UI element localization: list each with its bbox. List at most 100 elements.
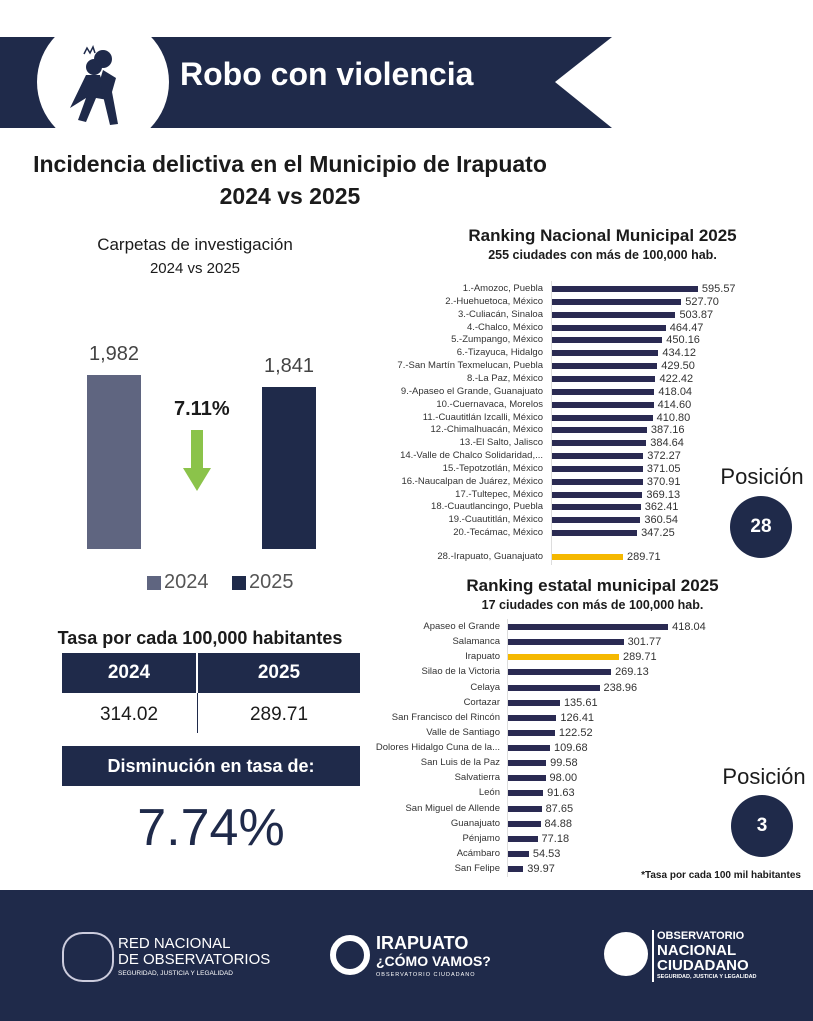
decrease-label: Disminución en tasa de:	[62, 746, 360, 786]
bar-value-label: 362.41	[644, 501, 679, 514]
bar-value-label: 347.25	[641, 527, 675, 540]
bar	[552, 286, 698, 292]
bar-2025	[262, 386, 316, 549]
bar-category-label: 14.-Valle de Chalco Solidaridad,...	[400, 450, 543, 462]
bar	[552, 465, 643, 472]
decrease-value: 7.74%	[137, 799, 285, 857]
axis-line	[507, 619, 508, 878]
bar-value-label: 1,841	[263, 354, 315, 377]
bar-category-label: 8.-La Paz, México	[466, 372, 543, 384]
bar-value-label: 289.71	[622, 651, 657, 664]
rate-title: Tasa por cada 100,000 habitantes	[57, 628, 343, 648]
bar	[552, 517, 641, 524]
logo-line: IRAPUATO	[376, 933, 469, 953]
bar	[552, 453, 644, 460]
bar	[508, 850, 529, 857]
bar-category-label: 9.-Apaseo el Grande, Guanajuato	[400, 385, 543, 397]
bar-value-label: 109.68	[554, 742, 588, 755]
rate-value-2024: 314.02	[99, 704, 159, 725]
bar-category-label: 4.-Chalco, México	[466, 321, 543, 333]
change-label: 7.11%	[174, 398, 230, 420]
bar-value-label: 503.87	[679, 308, 714, 321]
bar-value-label: 418.04	[672, 621, 706, 633]
national-title: Ranking Nacional Municipal 2025	[468, 226, 737, 245]
bar	[552, 375, 656, 382]
bar-value-label: 126.41	[560, 711, 595, 724]
bar-value-label: 301.77	[627, 636, 662, 649]
bar	[508, 820, 541, 827]
bar	[552, 491, 643, 498]
bar-category-label: 1.-Amozoc, Puebla	[462, 283, 543, 294]
bar	[508, 760, 547, 767]
bar-value-label: 422.42	[659, 372, 694, 385]
logo-line: CIUDADANO	[657, 957, 749, 974]
bar-category-label: Dolores Hidalgo Cuna de la...	[375, 742, 500, 754]
bar-category-label: 5.-Zumpango, México	[451, 334, 543, 346]
footer: RED NACIONAL DE OBSERVATORIOS SEGURIDAD,…	[0, 890, 813, 1021]
main-subtitle: 2024 vs 2025	[219, 183, 361, 209]
bar	[552, 363, 658, 370]
bar	[508, 805, 542, 812]
carpetas-title: Carpetas de investigación	[97, 235, 293, 254]
bar-category-label: 2.-Huehuetoca, México	[445, 295, 543, 307]
bar-value-label: 464.47	[669, 321, 704, 334]
bar-value-label: 91.63	[547, 787, 575, 800]
bar-value-label: 98.00	[549, 772, 578, 785]
bar-value-label: 54.53	[532, 847, 561, 860]
rate-header-2025: 2025	[198, 653, 360, 693]
logo-irapuato: IRAPUATO ¿CÓMO VAMOS? OBSERVATORIO CIUDA…	[376, 934, 491, 980]
logo-line: NACIONAL	[657, 942, 737, 959]
bar-category-label: Cortazar	[463, 696, 500, 708]
logo-line: RED NACIONAL	[118, 935, 231, 952]
irapuato-logo-icon	[330, 935, 370, 975]
bar-2024	[87, 374, 141, 549]
state-position-label: Posición	[722, 764, 806, 789]
main-title: Incidencia delictiva en el Municipio de …	[33, 151, 547, 177]
arrow-down-icon	[183, 430, 211, 491]
bar-category-label: 6.-Tizayuca, Hidalgo	[456, 347, 543, 359]
axis-line	[551, 281, 552, 565]
bar-value-label: 434.12	[662, 347, 697, 360]
bar-value-label: 77.18	[541, 832, 570, 845]
bar	[508, 669, 612, 676]
bar	[508, 624, 669, 630]
bar-category-label: Pénjamo	[462, 832, 501, 844]
bar-value-label: 414.60	[657, 398, 692, 411]
bar	[552, 388, 655, 395]
bar-value-label: 387.16	[650, 424, 685, 437]
bar	[508, 654, 619, 661]
bar-category-label: Acámbaro	[456, 847, 500, 859]
logo-tagline: OBSERVATORIO CIUDADANO	[376, 972, 476, 978]
bar	[508, 775, 546, 782]
header-title: Robo con violencia	[180, 56, 474, 92]
bar	[508, 835, 538, 842]
bar-category-label: San Felipe	[454, 863, 500, 875]
bar-value-label: 238.96	[603, 681, 638, 694]
bar	[508, 790, 544, 797]
bar-category-label: Celaya	[470, 681, 500, 693]
bar-category-label: 13.-El Salto, Jalisco	[459, 437, 543, 449]
bar	[552, 504, 641, 511]
bar-value-label: 527.70	[685, 295, 719, 308]
bar	[552, 337, 663, 344]
bar-category-label: Valle de Santiago	[426, 726, 500, 738]
logo-red-nacional: RED NACIONAL DE OBSERVATORIOS SEGURIDAD,…	[118, 936, 270, 980]
legend-2024-swatch	[147, 576, 161, 590]
carpetas-subtitle: 2024 vs 2025	[149, 260, 241, 277]
bar-value-label: 99.58	[550, 757, 578, 770]
bar-category-label: 18.-Cuautlancingo, Puebla	[431, 501, 543, 513]
legend-2024: 2024	[164, 571, 209, 593]
footnote: *Tasa por cada 100 mil habitantes	[641, 870, 801, 881]
logo-line: DE OBSERVATORIOS	[118, 951, 271, 968]
bar	[508, 729, 555, 736]
bar-value-label: 418.04	[658, 385, 693, 398]
bar	[508, 699, 560, 706]
bar	[552, 478, 643, 485]
onc-logo-icon	[604, 932, 648, 976]
bar-category-label: 15.-Tepotzotlán, México	[442, 462, 543, 474]
logo-divider	[652, 930, 654, 982]
bar-value-label: 410.80	[656, 411, 691, 424]
bar-value-label: 269.13	[615, 666, 649, 679]
bar	[552, 311, 676, 318]
bar-value-label: 372.27	[647, 450, 681, 463]
